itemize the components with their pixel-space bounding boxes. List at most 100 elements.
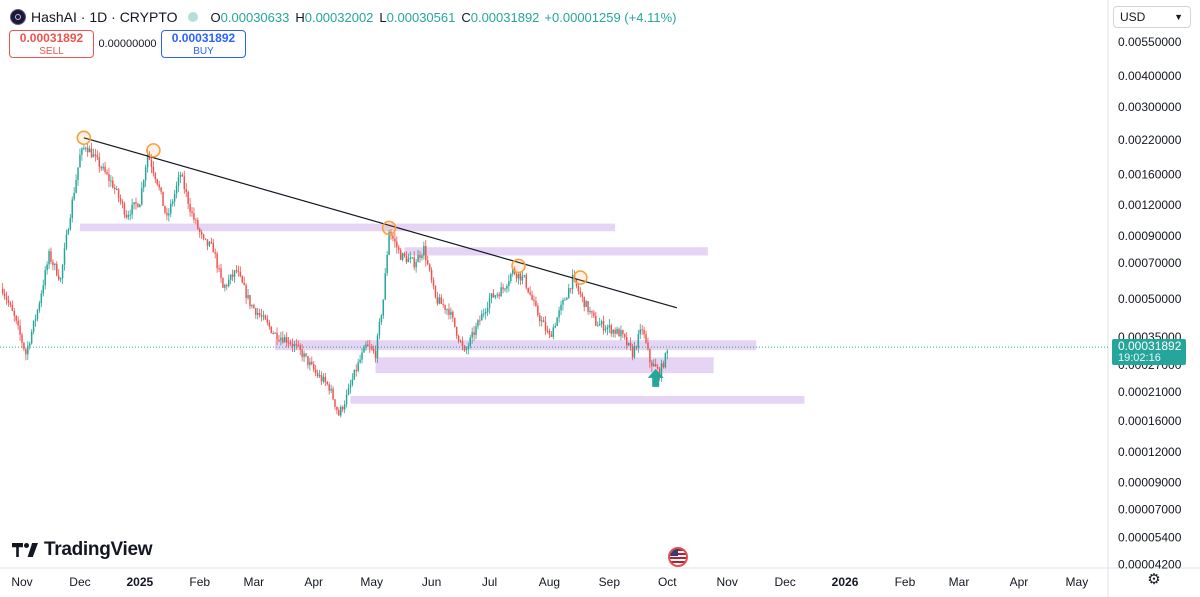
candle-body [361,352,363,360]
candle-body [658,368,661,378]
candle-body [112,180,114,188]
candles [1,142,669,418]
candle-body [81,148,83,155]
candle-body [98,157,101,167]
candle-body [253,305,255,309]
time-tick-label: Feb [895,575,916,589]
candle-body [123,203,126,215]
candle-body [625,337,628,346]
candle-body [330,388,332,391]
candle-body [631,346,634,358]
tradingview-logo[interactable]: TradingView [12,539,153,561]
candle-body [332,388,334,400]
candle-body [463,346,466,351]
candle-body [160,187,162,192]
candle-body [548,331,551,335]
candle-body [56,263,58,276]
close-value: 0.00031892 [470,9,540,25]
candle-body [274,332,276,334]
candle-body [158,184,160,188]
symbol-title[interactable]: HashAI · 1D · CRYPTO [31,9,178,25]
candle-body [117,188,120,199]
high-key: H [295,9,305,25]
candle-body [515,274,518,279]
candle-body [502,287,504,290]
time-tick-label: Mar [949,575,970,589]
price-axis[interactable]: 0.00550000 0.00400000 0.00300000 0.00220000… [1118,35,1182,571]
time-axis[interactable]: Nov Dec 2025 Feb Mar Apr May Jun Jul Aug Sep Oct Nov… [11,575,1088,589]
change-value: +0.00001259 (+4.11%) [544,9,677,25]
candle-body [506,285,508,289]
candle-body [341,406,344,410]
candle-body [27,345,29,355]
sell-button[interactable]: 0.00031892 SELL [9,30,94,58]
candle-body [510,273,512,281]
symbol-header: HashAI · 1D · CRYPTO O 0.00030633 H 0.0003… [10,8,676,26]
chevron-down-icon: ▼ [1174,12,1183,22]
candle-body [602,321,605,331]
candle-body [544,322,547,331]
candle-body [504,288,506,290]
candle-body [222,278,224,288]
candle-body [343,404,346,410]
candle-body [216,253,218,269]
candle-body [38,303,41,311]
candle-body [654,363,657,367]
candle-body [173,193,176,202]
candle-body [247,295,249,299]
price-tick-label: 0.00004200 [1118,557,1182,571]
gear-icon[interactable]: ⚙ [1147,571,1161,588]
candle-body [309,361,311,365]
support-resistance-zone [375,357,714,374]
candle-body [498,294,500,297]
price-tick-label: 0.00050000 [1118,292,1182,306]
candle-body [77,167,79,181]
candle-body [397,247,400,250]
candle-body [146,153,149,168]
candle-body [370,347,373,350]
buy-button[interactable]: 0.00031892 BUY [161,30,246,58]
candle-body [359,359,361,363]
candle-body [345,394,348,405]
support-resistance-zone [350,396,805,404]
candle-body [473,332,475,336]
candle-body [600,321,603,324]
candle-body [318,375,321,377]
candle-body [529,292,531,295]
candle-body [552,327,555,337]
up-arrow-icon [647,368,664,387]
candle-body [83,148,85,150]
support-resistance-zone [404,247,708,256]
candle-body [110,180,112,182]
candle-body [9,302,12,305]
time-tick-label: Oct [658,575,677,589]
trendline[interactable] [83,137,678,309]
price-tick-label: 0.00160000 [1118,167,1182,181]
candle-body [651,362,653,367]
candle-body [382,299,385,316]
buy-label: BUY [193,46,214,57]
candle-body [469,337,471,347]
hashai-logo-icon [10,9,26,25]
currency-select[interactable]: USD ▼ [1113,6,1191,28]
market-status-icon [187,12,198,22]
candle-body [40,293,43,304]
candle-body [314,369,317,373]
candle-body [409,257,412,259]
candle-body [446,309,448,311]
candle-body [71,199,73,218]
open-value: 0.00030633 [220,9,290,25]
candle-body [48,251,50,265]
candle-body [144,167,147,181]
candle-body [1,288,4,294]
candle-body [430,269,433,281]
candle-body [554,325,556,328]
candle-body [15,315,17,321]
us-flag-event-icon[interactable] [668,547,688,567]
time-tick-label: Jul [482,575,497,589]
candle-body [363,346,365,353]
candle-body [486,307,489,312]
candle-body [440,297,442,304]
candle-body [312,364,315,370]
